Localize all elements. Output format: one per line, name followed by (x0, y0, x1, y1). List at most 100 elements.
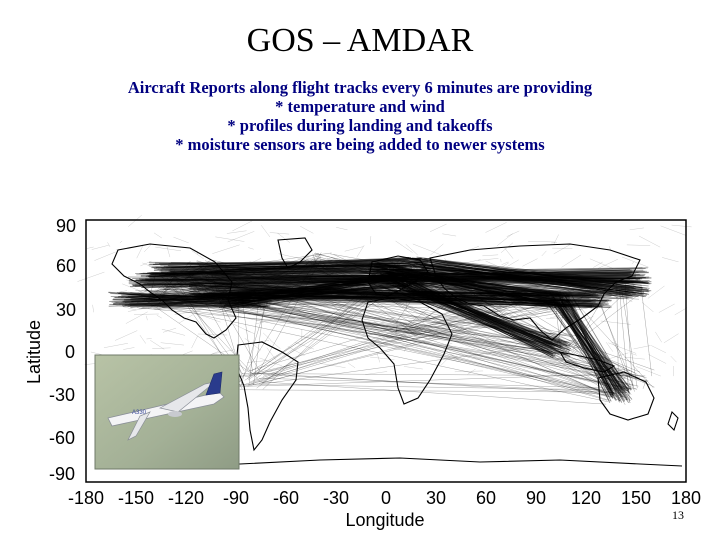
flight-track-line (262, 344, 551, 385)
flight-track-line (148, 261, 410, 265)
flight-track-line (197, 251, 198, 255)
flight-track-line (235, 275, 393, 301)
flight-track-line (189, 293, 591, 302)
flight-track-line (626, 244, 651, 246)
flight-track-line (554, 306, 625, 399)
flight-track-line (218, 259, 316, 309)
flight-track-line (387, 291, 401, 301)
flight-track-line (227, 276, 399, 300)
flight-track-line (448, 281, 631, 297)
flight-track-line (214, 279, 254, 292)
flight-track-line (159, 274, 260, 381)
flight-track-line (571, 328, 585, 342)
flight-track-line (567, 293, 615, 395)
flight-track-line (378, 279, 571, 351)
flight-track-line (241, 295, 253, 372)
flight-track-line (621, 256, 649, 268)
flight-track-line (570, 296, 654, 389)
flight-track-line (131, 296, 251, 303)
flight-track-line (571, 357, 578, 361)
flight-track-line (149, 269, 631, 275)
flight-track-line (396, 272, 554, 355)
flight-track-line (378, 275, 570, 297)
flight-track-line (112, 293, 253, 300)
flight-track-line (191, 295, 594, 297)
flight-track-line (162, 300, 446, 309)
flight-track-line (370, 265, 550, 306)
flight-track-line (446, 294, 629, 396)
flight-track-line (556, 301, 625, 393)
flight-track-line (219, 279, 392, 303)
flight-track-line (409, 260, 646, 297)
flight-track-line (236, 284, 389, 303)
flight-track-line (409, 259, 644, 295)
flight-track-line (231, 306, 561, 350)
flight-track-line (201, 294, 599, 298)
flight-track-line (565, 299, 619, 389)
flight-track-line (424, 265, 638, 297)
flight-track-line (501, 261, 509, 265)
flight-track-line (388, 265, 566, 306)
flight-track-line (148, 266, 178, 277)
flight-track-line (171, 256, 412, 269)
flight-track-line (517, 328, 545, 333)
flight-track-line (169, 271, 216, 306)
flight-track-line (184, 268, 562, 341)
flight-track-line (391, 285, 640, 300)
flight-track-line (247, 258, 407, 379)
flight-track-line (369, 262, 557, 306)
flight-track-line (382, 276, 571, 347)
flight-track-line (387, 274, 570, 353)
flight-track-line (416, 256, 643, 289)
flight-track-line (149, 294, 626, 379)
flight-track-line (189, 295, 612, 308)
flight-track-line (117, 292, 269, 298)
flight-track-line (271, 309, 296, 320)
flight-track-line (171, 261, 432, 275)
flight-track-line (552, 300, 630, 391)
flight-track-line (212, 349, 235, 355)
flight-track-line (384, 270, 570, 308)
flight-track-line (132, 277, 646, 286)
flight-track-line (142, 280, 650, 285)
flight-track-line (373, 264, 556, 309)
flight-track-line (127, 306, 154, 312)
flight-track-line (202, 289, 608, 301)
flight-track-line (425, 277, 433, 285)
flight-track-line (86, 246, 94, 249)
flight-track-line (138, 270, 647, 280)
flight-track-line (530, 277, 554, 286)
flight-track-line (365, 289, 578, 337)
flight-track-line (203, 292, 599, 306)
flight-track-line (559, 302, 621, 394)
flight-track-line (138, 298, 243, 305)
flight-track-line (387, 270, 560, 294)
flight-track-line (561, 297, 630, 394)
flight-track-line (392, 273, 549, 347)
flight-track-line (464, 245, 480, 252)
flight-track-line (351, 286, 372, 300)
flight-track-line (426, 258, 649, 291)
flight-track-line (235, 304, 513, 388)
flight-track-line (627, 370, 635, 392)
flight-track-line (147, 291, 228, 303)
flight-track-line (198, 289, 599, 297)
flight-track-line (125, 296, 257, 301)
flight-track-line (402, 293, 448, 330)
flight-track-line (395, 278, 427, 324)
flight-track-line (411, 304, 608, 339)
flight-track-line (123, 298, 253, 301)
flight-track-line (154, 294, 564, 301)
flight-track-line (658, 303, 675, 313)
flight-track-line (260, 225, 271, 238)
flight-track-line (336, 227, 348, 231)
flight-track-line (148, 295, 565, 301)
flight-track-line (134, 280, 635, 287)
flight-track-line (395, 283, 556, 357)
flight-track-line (225, 283, 392, 300)
flight-track-line (376, 260, 400, 279)
flight-track-line (122, 283, 143, 292)
flight-track-line (560, 288, 619, 298)
flight-track-line (431, 270, 639, 294)
flight-track-line (240, 276, 393, 301)
